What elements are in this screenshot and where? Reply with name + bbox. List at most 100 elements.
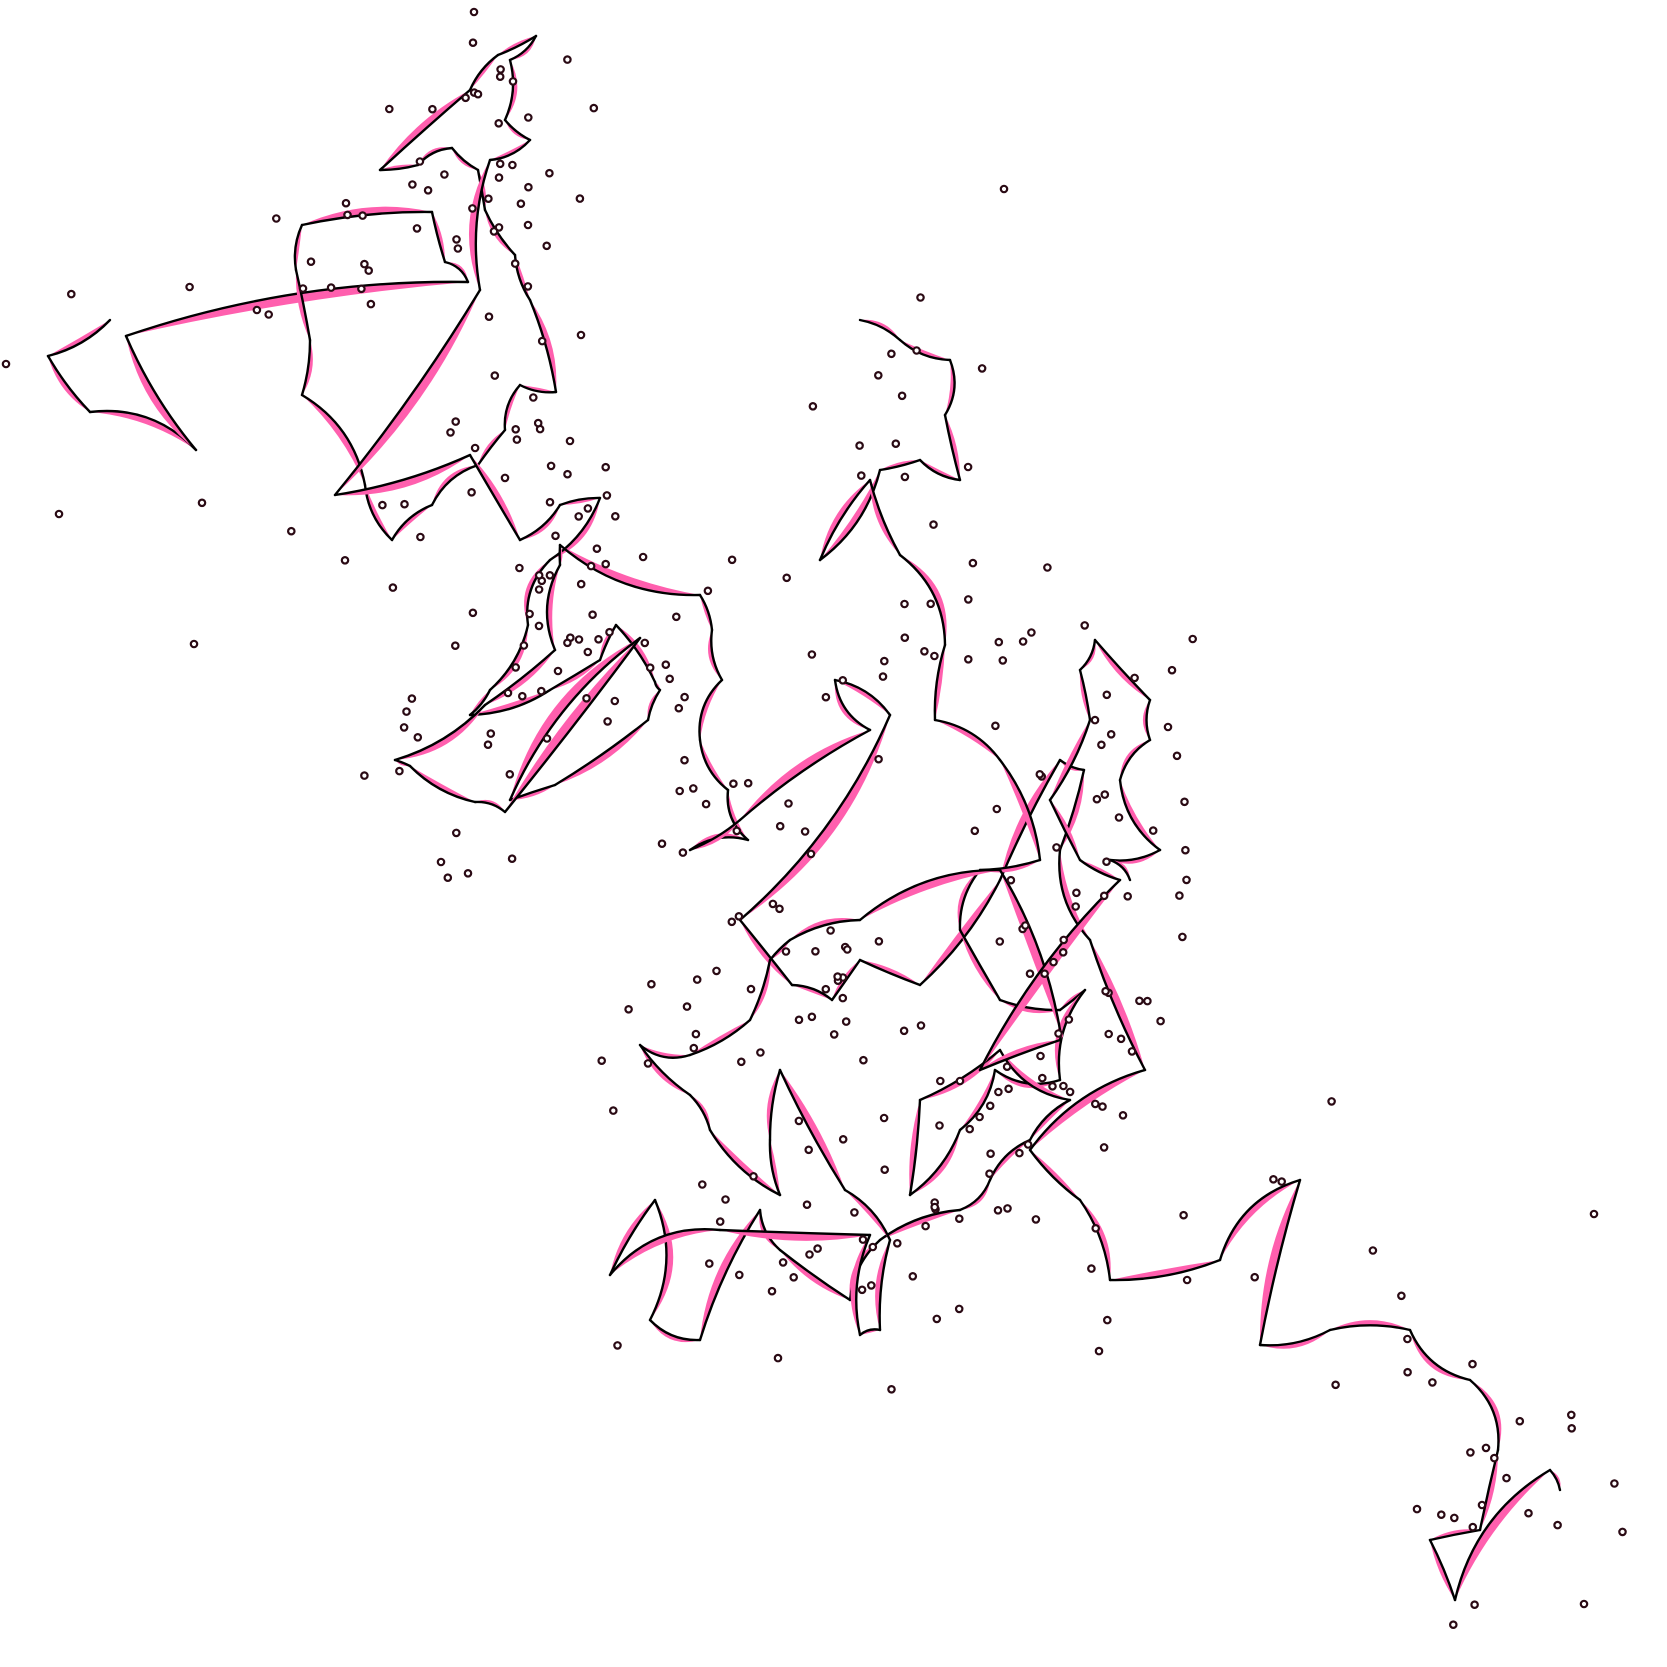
scatter-dot-279: [879, 1113, 889, 1123]
scatter-dot-79: [1188, 634, 1198, 644]
scatter-dot-120: [468, 38, 478, 48]
scatter-dot-14: [451, 417, 461, 426]
ribbon-a-fill-44: [599, 625, 616, 660]
ribbon-a-fill-90: [1470, 1380, 1502, 1450]
scatter-dot-313: [807, 650, 817, 659]
scatter-dot-321: [874, 936, 884, 946]
ribbon-b-fill-65: [1120, 740, 1150, 780]
ribbon-a-fill-75: [920, 880, 1000, 985]
scatter-dot-36: [657, 839, 667, 849]
scatter-dot-278: [440, 170, 449, 179]
ribbon-b-fill-31: [759, 1210, 780, 1250]
ribbon-a-edge-43: [548, 658, 602, 692]
scatter-dot-10: [197, 498, 207, 508]
ribbon-a-edge-55: [393, 703, 487, 762]
ribbon-a-edge-89: [1408, 1328, 1472, 1382]
scatter-dot-101: [357, 284, 366, 294]
ribbon-a-edge-94: [1453, 1468, 1552, 1602]
scatter-dot-65: [594, 634, 603, 644]
scatter-dot-206: [496, 65, 505, 74]
scatter-dot-45: [645, 663, 655, 673]
scatter-dot-64: [1035, 769, 1045, 779]
scatter-dot-299: [1610, 1479, 1619, 1488]
scatter-dot-37: [703, 586, 713, 596]
scatter-dot-0: [399, 723, 409, 732]
ribbon-a-fill-32: [468, 160, 490, 290]
ribbon-a-fill-17: [520, 385, 556, 393]
ribbon-a-edge-29: [503, 58, 515, 122]
scatter-dot-127: [1003, 1204, 1012, 1213]
ribbon-b-edge-56: [978, 1038, 1062, 1072]
scatter-dot-177: [935, 1121, 944, 1130]
scatter-dot-154: [1180, 797, 1189, 807]
scatter-dot-28: [680, 755, 689, 765]
ribbon-a-edge-85: [1218, 1178, 1302, 1262]
ribbon-a-fill-63: [700, 740, 728, 790]
scatter-dot-282: [1043, 563, 1052, 572]
scatter-dot-76: [992, 804, 1002, 814]
scatter-dot-193: [1118, 1111, 1128, 1120]
scatter-dot-61: [1172, 751, 1182, 761]
scatter-dot-161: [891, 439, 901, 449]
scatter-dot-242: [511, 663, 521, 672]
ribbon-b-edge-28: [878, 1208, 962, 1242]
ribbon-b-edge-0: [858, 318, 902, 342]
scatter-dot-144: [468, 204, 477, 213]
scatter-dot-232: [528, 393, 538, 402]
scatter-dot-50: [916, 1021, 926, 1030]
scatter-dot-29: [1490, 1453, 1499, 1463]
ribbon-a-fill-67: [740, 730, 870, 820]
scatter-dot-212: [413, 732, 423, 742]
scatter-dot-292: [768, 899, 778, 909]
ribbon-b-edge-6: [818, 468, 882, 562]
scatter-dot-201: [517, 691, 527, 701]
scatter-dot-176: [935, 1076, 945, 1086]
scatter-dot-145: [589, 103, 599, 113]
ribbon-a-edge-41: [468, 688, 492, 717]
scatter-dot-183: [643, 1059, 653, 1068]
ribbon-a-fill-62: [699, 680, 722, 740]
scatter-dot-30: [775, 904, 784, 914]
ribbon-a-edge-68: [833, 678, 872, 732]
ribbon-a-edge-50: [508, 636, 642, 802]
scatter-dot-157: [1049, 957, 1058, 967]
scatter-dot-114: [423, 186, 433, 195]
scatter-dot-197: [484, 194, 493, 204]
scatter-dot-252: [912, 346, 921, 355]
scatter-dot-256: [545, 497, 555, 507]
scatter-dot-23: [574, 635, 584, 644]
ribbon-a-edge-47: [646, 688, 662, 722]
scatter-dot-198: [1006, 875, 1016, 885]
ribbon-a-edge-19: [513, 253, 532, 302]
scatter-dot-141: [638, 552, 648, 562]
scatter-dot-153: [364, 266, 374, 275]
scatter-dot-365: [469, 7, 479, 17]
ribbon-a-edge-56: [483, 648, 557, 707]
scatter-dot-186: [519, 641, 529, 650]
scatter-dot-152: [1437, 1510, 1446, 1520]
scatter-dot-272: [452, 235, 461, 244]
scatter-dot-296: [855, 441, 864, 450]
scatter-dot-263: [1048, 1082, 1057, 1091]
ribbon-b-fill-22: [909, 1100, 920, 1195]
ribbon-b-edge-30: [778, 1248, 852, 1302]
scatter-dot-233: [986, 1149, 995, 1159]
scatter-dot-69: [592, 544, 602, 554]
ribbon-a-fill-34: [335, 455, 470, 496]
scatter-dot-94: [773, 1353, 783, 1363]
scatter-dot-108: [680, 692, 689, 702]
ribbon-a-edge-72: [790, 983, 834, 1002]
scatter-dot-329: [826, 926, 835, 935]
ribbon-b-edge-54: [998, 868, 1062, 1032]
ribbon-b-fill-35: [610, 1200, 655, 1275]
ribbon-a-fill-14: [432, 465, 478, 505]
scatter-dot-306: [1040, 969, 1049, 979]
scatter-dot-77: [1087, 1264, 1096, 1273]
scatter-dot-341: [408, 180, 417, 189]
scatter-dot-207: [838, 675, 848, 685]
ribbon-b-fill-50: [750, 960, 771, 1020]
scatter-dot-253: [495, 72, 505, 82]
scatter-dot-350: [804, 1145, 814, 1155]
ribbon-b-edge-68: [1108, 858, 1132, 882]
ribbon-b-edge-49: [688, 1018, 752, 1057]
